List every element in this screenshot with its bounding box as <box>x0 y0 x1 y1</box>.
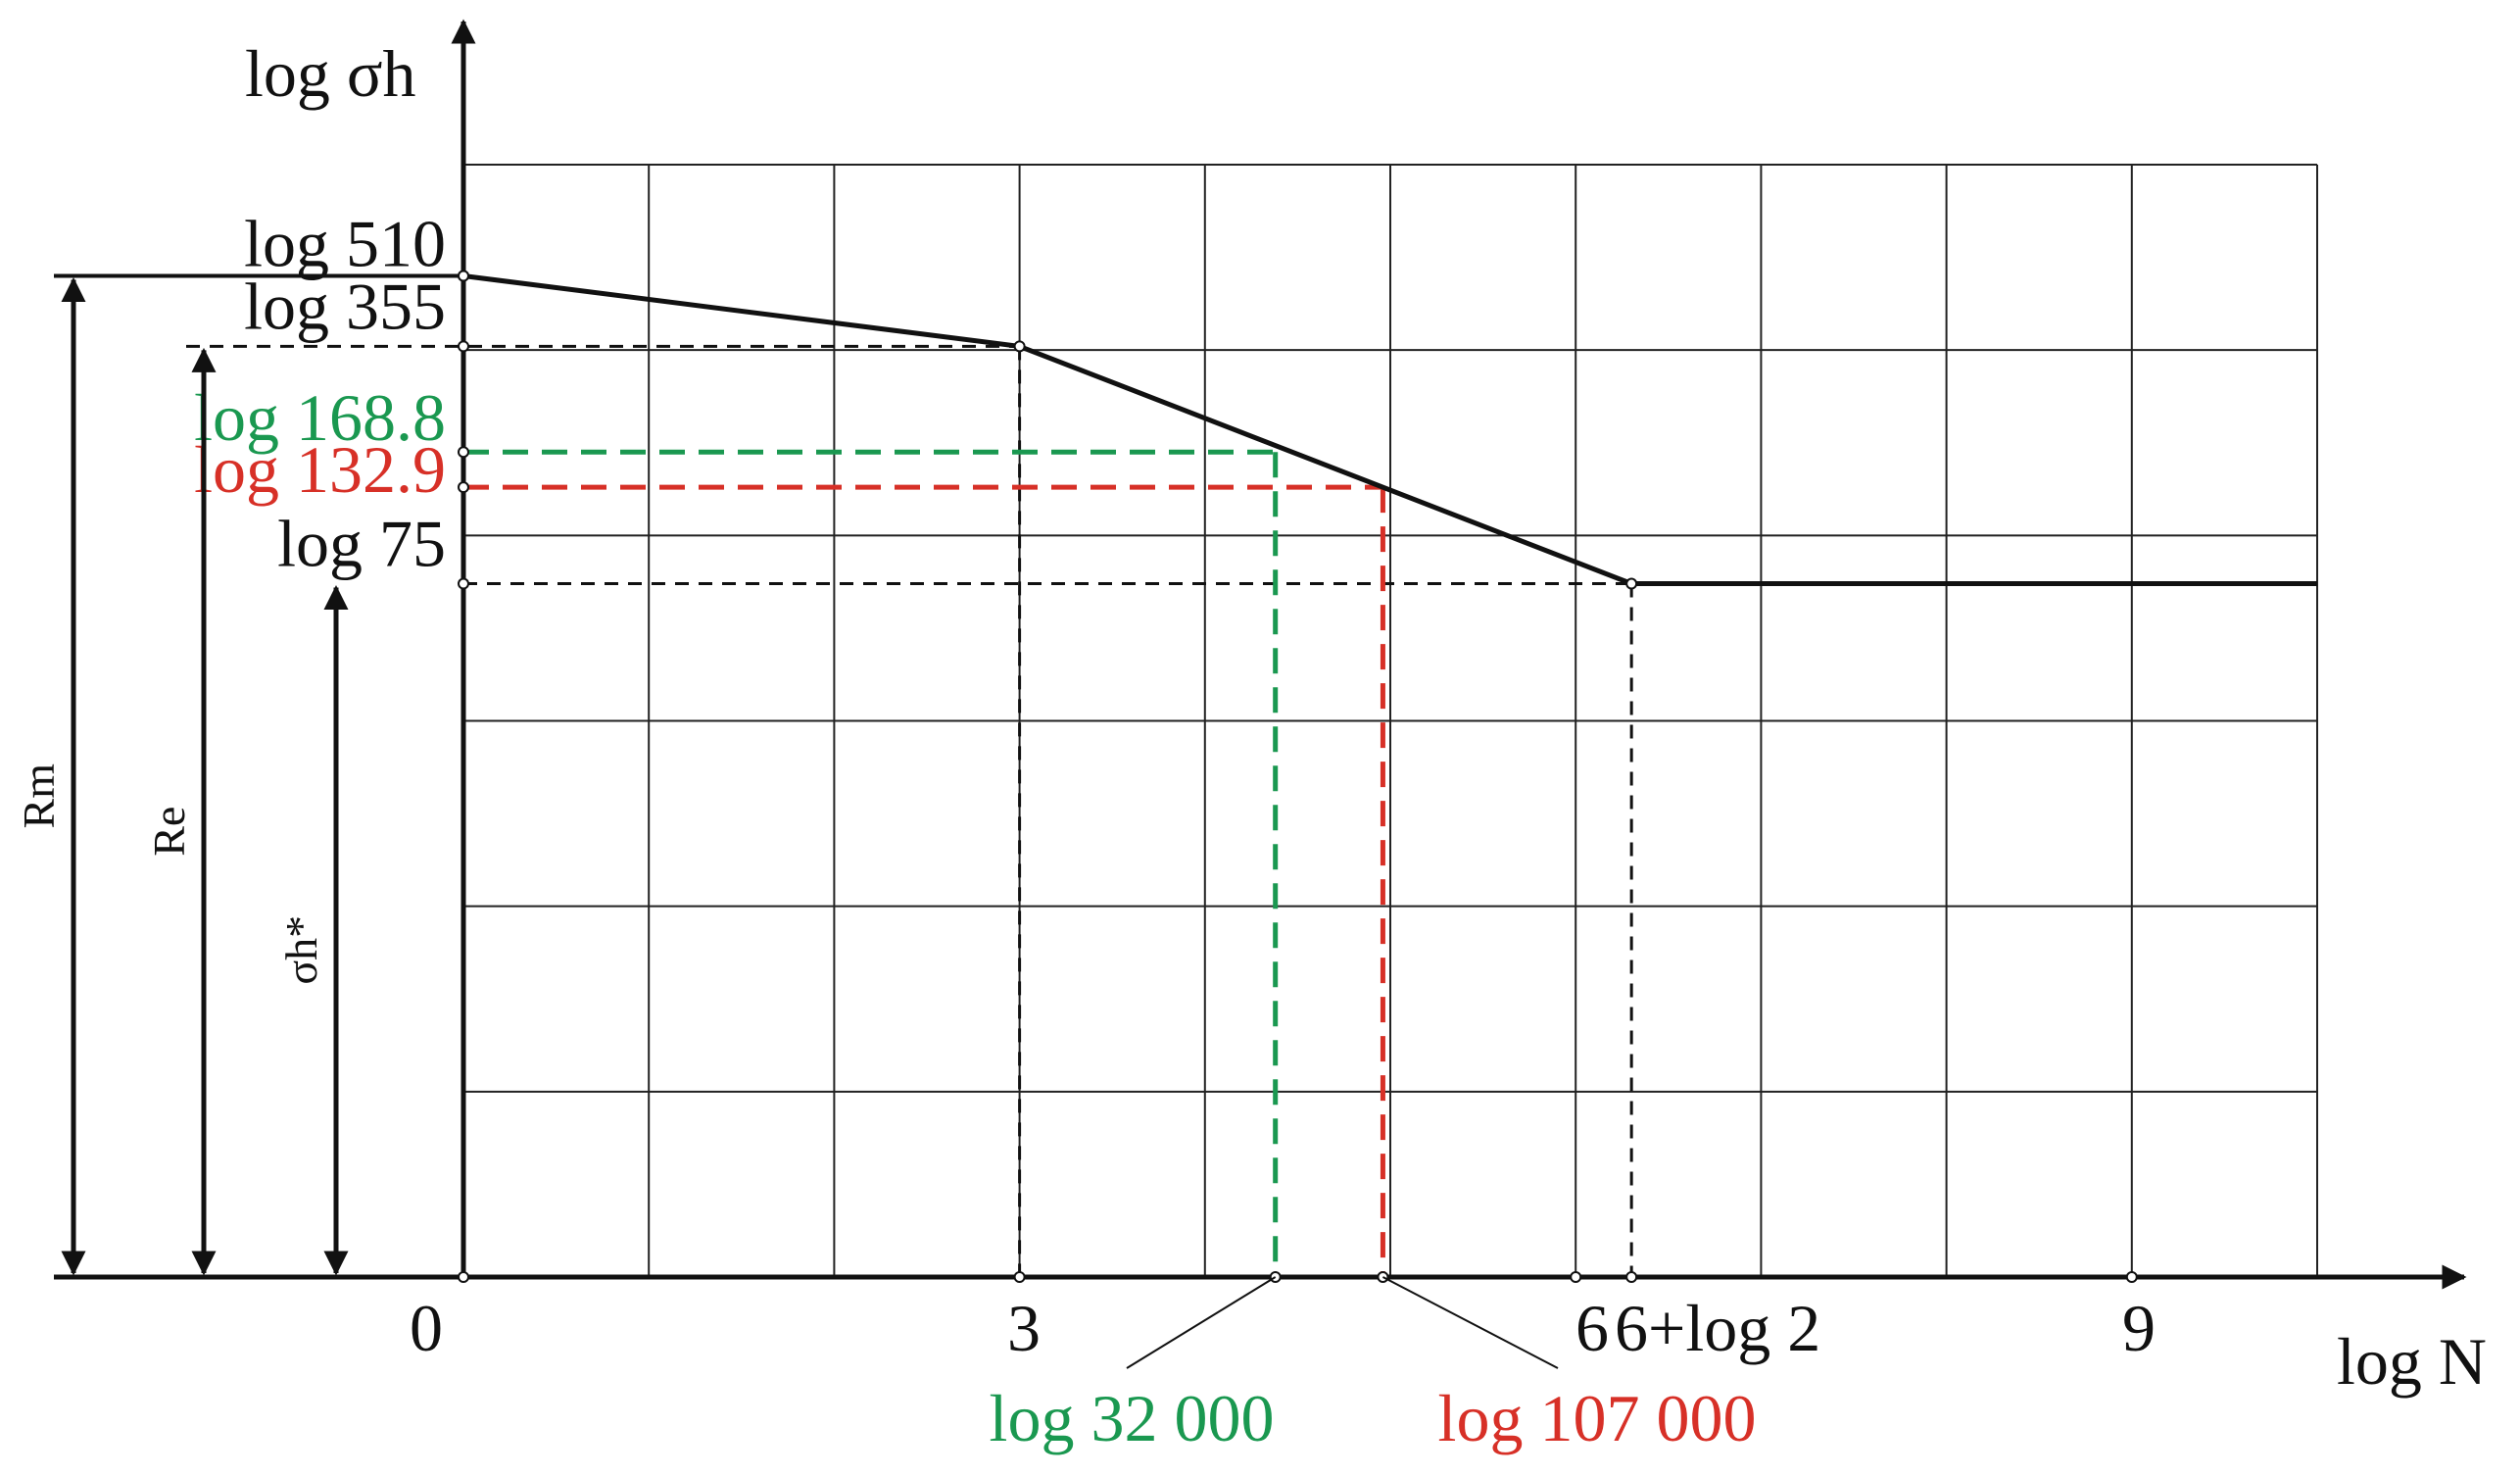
x-tick-label: 6+log 2 <box>1615 1291 1820 1365</box>
y-tick-label: log 132.9 <box>194 432 446 507</box>
x-tick-marker <box>1570 1271 1582 1283</box>
y-tick-marker <box>458 446 469 459</box>
leader-line <box>1381 1276 1559 1369</box>
x-tick-label: 3 <box>1007 1291 1041 1365</box>
dimension-label: Rm <box>14 763 64 829</box>
y-axis-title: log σh <box>245 36 416 111</box>
y-tick-marker <box>458 340 469 353</box>
x-tick-marker <box>1625 1271 1638 1283</box>
y-tick-marker <box>458 270 469 282</box>
series-point <box>1013 340 1026 353</box>
y-tick-label: log 355 <box>244 269 446 343</box>
x-tick-label: 0 <box>410 1291 443 1365</box>
y-tick-marker <box>458 577 469 590</box>
y-tick-marker <box>458 481 469 494</box>
axes <box>54 19 2467 1290</box>
ref-x-label: log 32 000 <box>990 1381 1275 1455</box>
y-tick-label: log 168.8 <box>194 380 446 455</box>
y-tick-label: log 510 <box>244 207 446 281</box>
grid <box>463 164 2318 1277</box>
dimension-label: Re <box>144 807 194 857</box>
x-axis-title: log N <box>2337 1324 2487 1399</box>
x-tick-label: 6 <box>1575 1291 1609 1365</box>
x-tick-label: 9 <box>2122 1291 2156 1365</box>
x-tick-marker <box>1013 1271 1026 1283</box>
y-tick-label: log 75 <box>277 507 446 581</box>
series-line-0 <box>462 273 2317 587</box>
x-tick-marker <box>458 1271 469 1283</box>
series <box>458 270 2317 1283</box>
dimension-label: σh* <box>276 915 326 985</box>
reference-lines <box>186 344 1633 1277</box>
x-tick-marker <box>2125 1271 2138 1283</box>
series-point <box>1625 577 1638 590</box>
ref-x-label: log 107 000 <box>1438 1381 1757 1455</box>
leader-line <box>1126 1276 1277 1369</box>
